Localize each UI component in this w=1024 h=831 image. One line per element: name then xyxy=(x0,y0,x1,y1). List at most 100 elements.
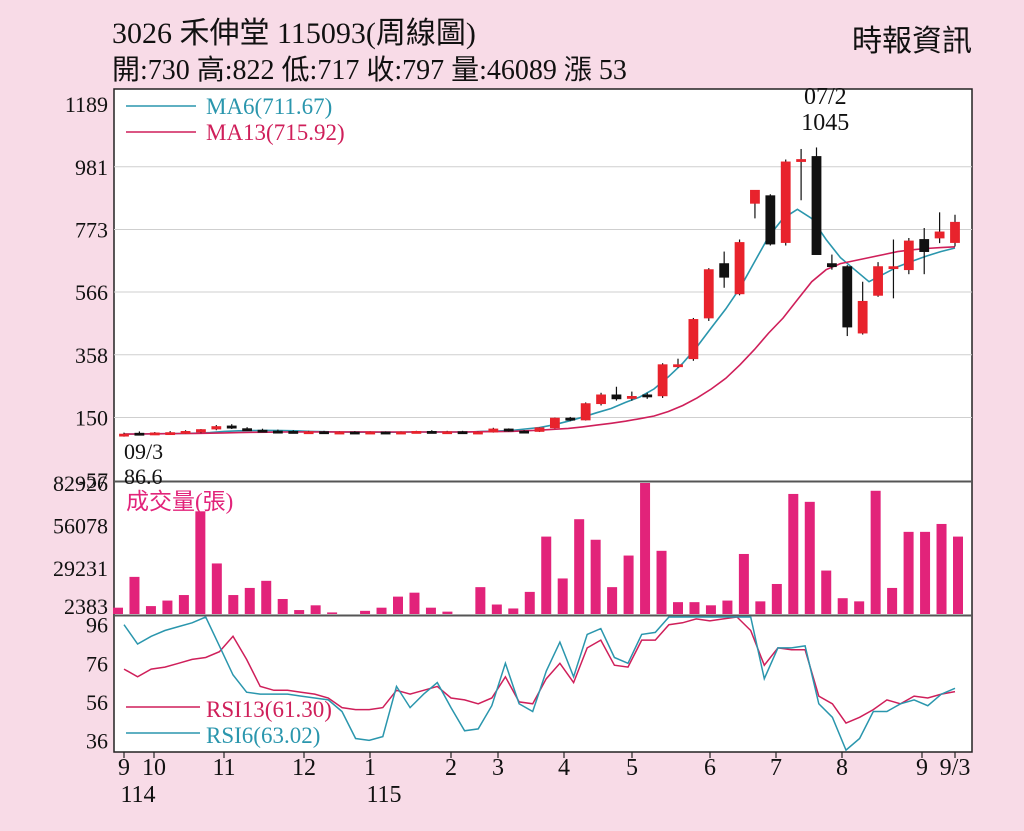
candle xyxy=(765,195,776,245)
candle xyxy=(226,425,237,429)
legend-label: MA6(711.67) xyxy=(206,94,332,119)
rsi-tick-label: 76 xyxy=(86,651,108,676)
candle xyxy=(242,428,253,432)
volume-bar xyxy=(244,587,255,614)
volume-bar xyxy=(870,490,881,614)
volume-tick-label: 56078 xyxy=(53,513,108,538)
volume-bar xyxy=(656,550,667,614)
x-tick-label: 11 xyxy=(212,755,235,781)
volume-bar xyxy=(953,536,963,614)
candle xyxy=(488,428,499,433)
x-tick-label: 9 xyxy=(118,755,130,781)
volume-title: 成交量(張) xyxy=(126,489,233,514)
x-tick-label: 9 xyxy=(916,755,928,781)
annotation-price: 86.6 xyxy=(124,464,163,489)
volume-bar xyxy=(393,596,403,614)
data-source: 時報資訊 xyxy=(852,25,972,58)
candle xyxy=(719,263,730,278)
volume-bar xyxy=(409,592,420,614)
volume-bar xyxy=(887,587,898,614)
candle xyxy=(396,431,406,435)
volume-bar xyxy=(854,601,865,614)
candle xyxy=(919,239,930,252)
volume-bar xyxy=(689,602,700,614)
candle xyxy=(211,426,222,430)
x-tick-label: 7 xyxy=(770,755,782,781)
x-tick-label: 2 xyxy=(445,755,457,781)
candle xyxy=(503,428,514,432)
volume-bar xyxy=(574,519,585,614)
volume-tick-label: 29231 xyxy=(53,556,108,581)
volume-bar xyxy=(920,531,931,614)
volume-bar xyxy=(557,578,568,614)
annotation-price: 1045 xyxy=(801,110,849,136)
candle xyxy=(149,432,160,436)
rsi6-line xyxy=(123,616,956,752)
volume-bar xyxy=(310,605,321,614)
price-tick-label: 773 xyxy=(75,218,108,243)
volume-bar xyxy=(442,611,453,614)
candle xyxy=(272,430,283,434)
candle xyxy=(857,300,868,334)
volume-bar xyxy=(294,610,305,614)
candle xyxy=(734,242,745,295)
rsi-tick-label: 56 xyxy=(86,690,108,715)
candle xyxy=(750,189,760,204)
volume-bar xyxy=(837,598,848,614)
candle xyxy=(457,431,468,435)
volume-bar xyxy=(178,595,189,614)
volume-bar xyxy=(491,604,502,614)
price-tick-label: 566 xyxy=(75,280,108,305)
candle xyxy=(380,431,391,435)
volume-bar xyxy=(607,587,618,614)
volume-bar xyxy=(129,576,140,614)
volume-bar xyxy=(211,563,222,614)
candle xyxy=(257,429,268,433)
candle xyxy=(134,432,145,436)
price-tick-label: 358 xyxy=(75,343,108,368)
candle xyxy=(596,394,606,405)
candle xyxy=(165,432,176,436)
candle xyxy=(673,364,683,368)
volume-bar xyxy=(360,610,371,614)
volume-bar xyxy=(788,493,799,614)
volume-bar xyxy=(145,606,156,614)
volume-bar xyxy=(228,595,239,614)
x-tick-label: 5 xyxy=(626,755,638,781)
candle xyxy=(349,431,360,435)
volume-bar xyxy=(673,602,683,614)
ohlc-summary: 開:730 高:822 低:717 收:797 量:46089 漲 53 xyxy=(112,55,627,86)
legend-label: RSI13(61.30) xyxy=(206,697,332,722)
candle xyxy=(303,431,314,435)
volume-bar xyxy=(738,553,749,614)
rsi-tick-label: 96 xyxy=(86,613,108,638)
x-tick-label: 12 xyxy=(292,755,316,781)
candle xyxy=(903,240,914,271)
candle xyxy=(611,394,622,400)
volume-bar xyxy=(903,531,914,614)
volume-bar xyxy=(623,555,634,614)
volume-bar xyxy=(508,608,519,614)
candle xyxy=(688,319,699,360)
volume-bar xyxy=(425,607,436,614)
candle xyxy=(796,159,807,162)
volume-tick-label: 82926 xyxy=(53,471,108,496)
candle xyxy=(473,431,483,435)
candle xyxy=(826,263,837,268)
candle xyxy=(626,396,637,399)
chart-title: 3026 禾伸堂 115093(周線圖) xyxy=(112,17,476,50)
candle xyxy=(334,431,345,435)
volume-bar xyxy=(755,601,766,614)
candle xyxy=(934,231,945,239)
candle xyxy=(842,266,853,328)
volume-bar xyxy=(771,583,782,614)
candle xyxy=(534,427,545,432)
candle xyxy=(580,403,591,421)
candle xyxy=(780,161,791,243)
candle xyxy=(519,430,530,434)
candle xyxy=(288,431,299,434)
rsi-tick-label: 36 xyxy=(86,728,108,753)
plot-frame xyxy=(113,88,973,753)
volume-bar xyxy=(804,501,815,614)
